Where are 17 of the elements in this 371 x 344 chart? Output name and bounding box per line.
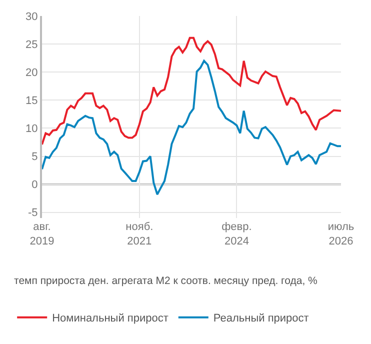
y-tick-label: 25: [26, 38, 38, 51]
y-tick-label: 30: [26, 10, 38, 23]
line-series: [42, 36, 341, 146]
x-tick-label: авг. 2019: [30, 221, 54, 248]
y-tick-label: 0: [32, 179, 38, 192]
y-tick-label: 20: [26, 66, 38, 79]
legend-label: Номинальный прирост: [52, 312, 168, 325]
line-series: [42, 60, 341, 196]
y-tick-label: 5: [32, 151, 38, 164]
legend-label: Реальный прирост: [213, 312, 309, 325]
x-tick-label: февр. 2024: [222, 221, 252, 248]
x-tick-label: нояб. 2021: [126, 221, 154, 248]
y-tick-label: 10: [26, 123, 38, 136]
x-tick-label: июль 2026: [328, 221, 354, 248]
y-tick-label: -5: [28, 207, 38, 220]
y-tick-label: 15: [26, 95, 38, 108]
text: темп прироста ден. агрегата М2 к соотв. месяцу пред. года, %: [14, 275, 318, 287]
